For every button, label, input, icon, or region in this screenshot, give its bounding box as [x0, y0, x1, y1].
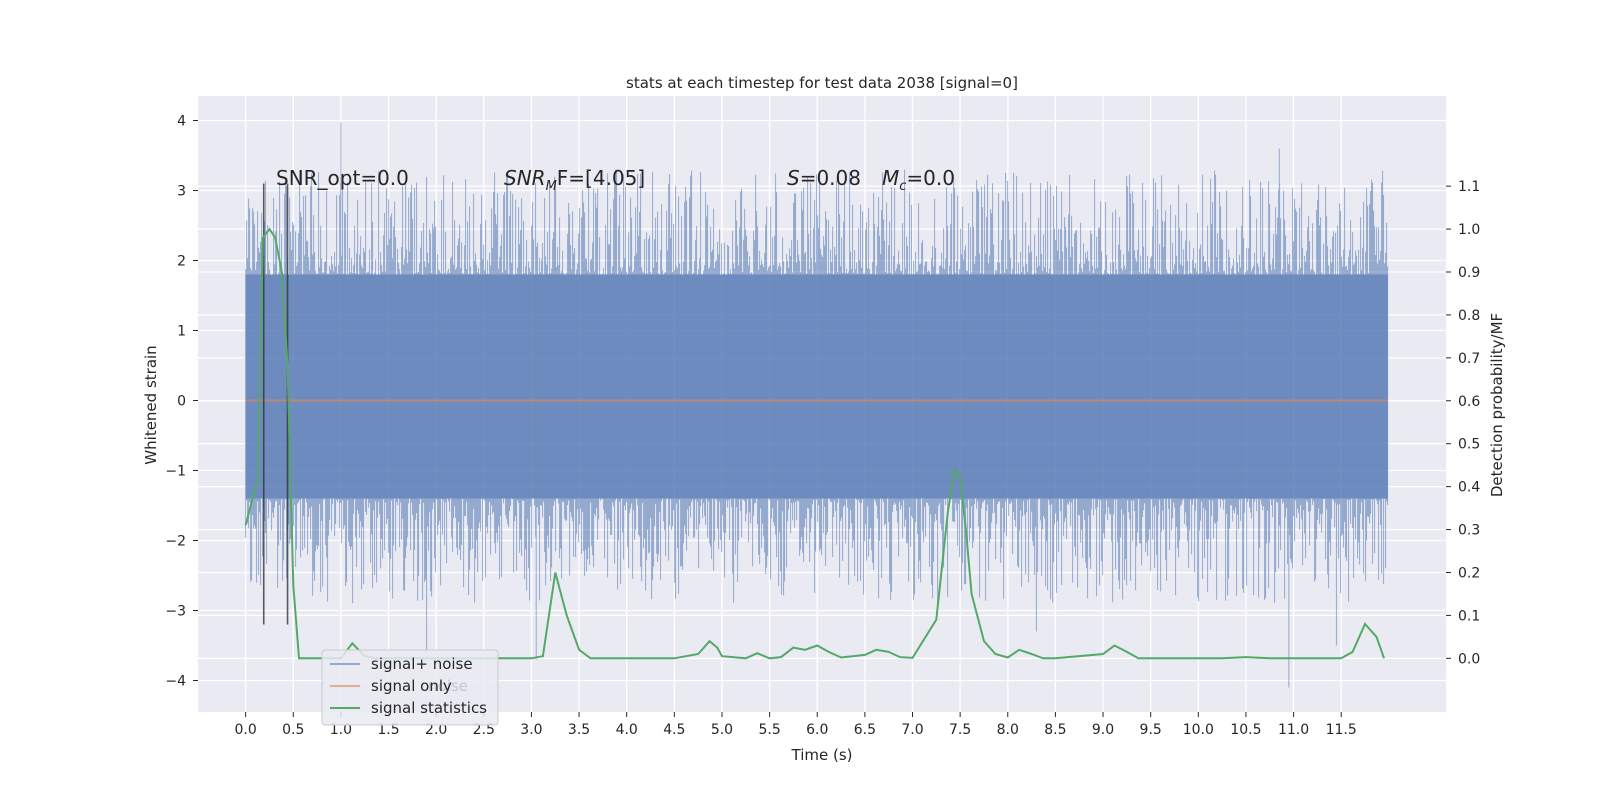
x-tick-label: 9.5: [1140, 722, 1162, 738]
x-axis-ticks: 0.0 0.5 1.0 1.5 2.0 2.5 3.0 3.5 4.0 4.5 5.0 5.5 6.0 6…: [235, 712, 1357, 738]
mc-subscript: c: [899, 179, 906, 194]
x-tick-label: 4.0: [616, 722, 638, 738]
right-y-tick-label: 0.1: [1458, 608, 1480, 624]
right-y-tick-label: 0.9: [1458, 265, 1480, 281]
legend-label-signal-only: signal only: [371, 677, 452, 695]
x-tick-label: 11.0: [1278, 722, 1309, 738]
left-y-tick-label: −1: [165, 464, 186, 480]
x-tick-label: 2.5: [473, 722, 495, 738]
right-y-tick-label: 0.3: [1458, 523, 1480, 539]
signal-statistics-line: [244, 227, 1386, 660]
x-tick-label: 4.5: [663, 722, 685, 738]
right-y-tick-label: 0.6: [1458, 394, 1480, 410]
right-y-axis-label: Detection probability/MF: [1488, 313, 1506, 497]
x-tick-label: 2.0: [425, 722, 447, 738]
snr-mf-label: SNR: [504, 166, 546, 190]
x-tick-label: 8.0: [997, 722, 1019, 738]
x-tick-label: 3.5: [568, 722, 590, 738]
s-label: S: [787, 166, 800, 190]
x-tick-label: 0.0: [235, 722, 257, 738]
x-tick-label: 7.5: [949, 722, 971, 738]
x-tick-label: 11.5: [1326, 722, 1357, 738]
x-tick-label: 0.5: [282, 722, 304, 738]
left-y-tick-label: −4: [165, 674, 186, 690]
snr-mf-annotation: SNRMF=[4.05]: [504, 166, 645, 194]
right-y-tick-label: 1.0: [1458, 222, 1480, 238]
right-y-tick-label: 0.5: [1458, 437, 1480, 453]
x-tick-label: 5.0: [711, 722, 733, 738]
x-tick-label: 1.0: [330, 722, 352, 738]
x-tick-label: 1.5: [377, 722, 399, 738]
left-y-tick-label: −2: [165, 534, 186, 550]
chart-title: stats at each timestep for test data 203…: [626, 74, 1018, 92]
left-y-tick-label: 0: [177, 394, 186, 410]
mc-value: =0.0: [906, 166, 955, 190]
x-tick-label: 10.0: [1183, 722, 1214, 738]
right-y-tick-label: 0.0: [1458, 651, 1480, 667]
right-y-tick-label: 1.1: [1458, 179, 1480, 195]
left-y-axis-label: Whitened strain: [142, 345, 160, 464]
x-tick-label: 7.0: [901, 722, 923, 738]
signal-noise-series: [245, 122, 1389, 688]
snr-mf-subscript: M: [546, 179, 557, 194]
x-tick-label: 8.5: [1044, 722, 1066, 738]
x-tick-label: 6.5: [854, 722, 876, 738]
s-annotation: S=0.08: [787, 166, 861, 190]
mc-label: M: [882, 166, 899, 190]
signal-statistics-series: [244, 227, 1386, 660]
left-y-tick-label: 1: [177, 324, 186, 340]
x-tick-label: 9.0: [1092, 722, 1114, 738]
marker-lines: [262, 183, 289, 625]
right-y-tick-label: 0.2: [1458, 565, 1480, 581]
legend: noise signal+ noise signal only signal s…: [321, 649, 499, 726]
left-y-tick-label: −3: [165, 604, 186, 620]
x-tick-label: 10.5: [1230, 722, 1261, 738]
right-y-tick-label: 0.8: [1458, 308, 1480, 324]
right-y-axis-ticks: 0.0 0.1 0.2 0.3 0.4 0.5 0.6 0.7 0.8 0.9 1.0 1.1: [1446, 179, 1480, 667]
legend-ghost-text: noise: [428, 677, 468, 695]
x-tick-label: 6.0: [806, 722, 828, 738]
legend-box: [321, 649, 499, 726]
left-y-tick-label: 4: [177, 114, 186, 130]
legend-label-signal-statistics: signal statistics: [371, 699, 487, 717]
snr-opt-annotation: SNR_opt=0.0: [276, 166, 409, 190]
snr-mf-value: F=[4.05]: [557, 166, 645, 190]
x-axis-label: Time (s): [791, 746, 853, 764]
left-y-axis-ticks: −4 −3 −2 −1 0 1 2 3 4: [165, 114, 198, 690]
x-tick-label: 3.0: [520, 722, 542, 738]
s-value: =0.08: [800, 166, 861, 190]
legend-label-signal-noise: signal+ noise: [371, 655, 473, 673]
right-y-tick-label: 0.7: [1458, 351, 1480, 367]
left-y-tick-label: 3: [177, 184, 186, 200]
x-tick-label: 5.5: [758, 722, 780, 738]
left-y-tick-label: 2: [177, 254, 186, 270]
right-y-tick-label: 0.4: [1458, 480, 1480, 496]
mc-annotation: Mc=0.0: [882, 166, 955, 194]
